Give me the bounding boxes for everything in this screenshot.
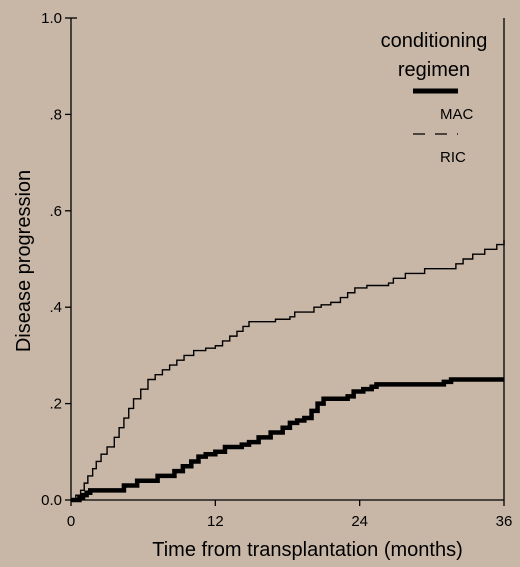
- series-line-ric: [71, 239, 505, 501]
- y-tick-label: .2: [49, 396, 62, 413]
- y-tick-label: .6: [49, 203, 62, 220]
- series-line-mac: [71, 377, 504, 503]
- y-axis-title: Disease progression: [13, 170, 35, 352]
- plot-area: 0.0 .2 .4 .6 .8 1.0 0 12 24 36: [41, 10, 512, 530]
- x-axis-title: Time from transplantation (months): [152, 539, 462, 561]
- legend-label-ric: RIC: [440, 149, 466, 166]
- legend-title-line1: conditioning: [381, 30, 488, 52]
- series-layer: [71, 239, 505, 503]
- y-tick-label: 1.0: [41, 10, 62, 27]
- x-tick-label: 24: [351, 513, 368, 530]
- x-tick-label: 0: [67, 513, 75, 530]
- y-tick-label: .8: [49, 106, 62, 123]
- legend: conditioning regimen MAC RIC: [381, 30, 488, 166]
- x-tick-label: 36: [496, 513, 513, 530]
- y-tick-label: .4: [49, 299, 62, 316]
- x-axis-ticks: 0 12 24 36: [67, 500, 513, 530]
- y-tick-label: 0.0: [41, 492, 62, 509]
- legend-title-line2: regimen: [398, 59, 470, 81]
- y-axis-ticks: 0.0 .2 .4 .6 .8 1.0: [41, 10, 71, 509]
- legend-label-mac: MAC: [440, 106, 474, 123]
- x-tick-label: 12: [207, 513, 224, 530]
